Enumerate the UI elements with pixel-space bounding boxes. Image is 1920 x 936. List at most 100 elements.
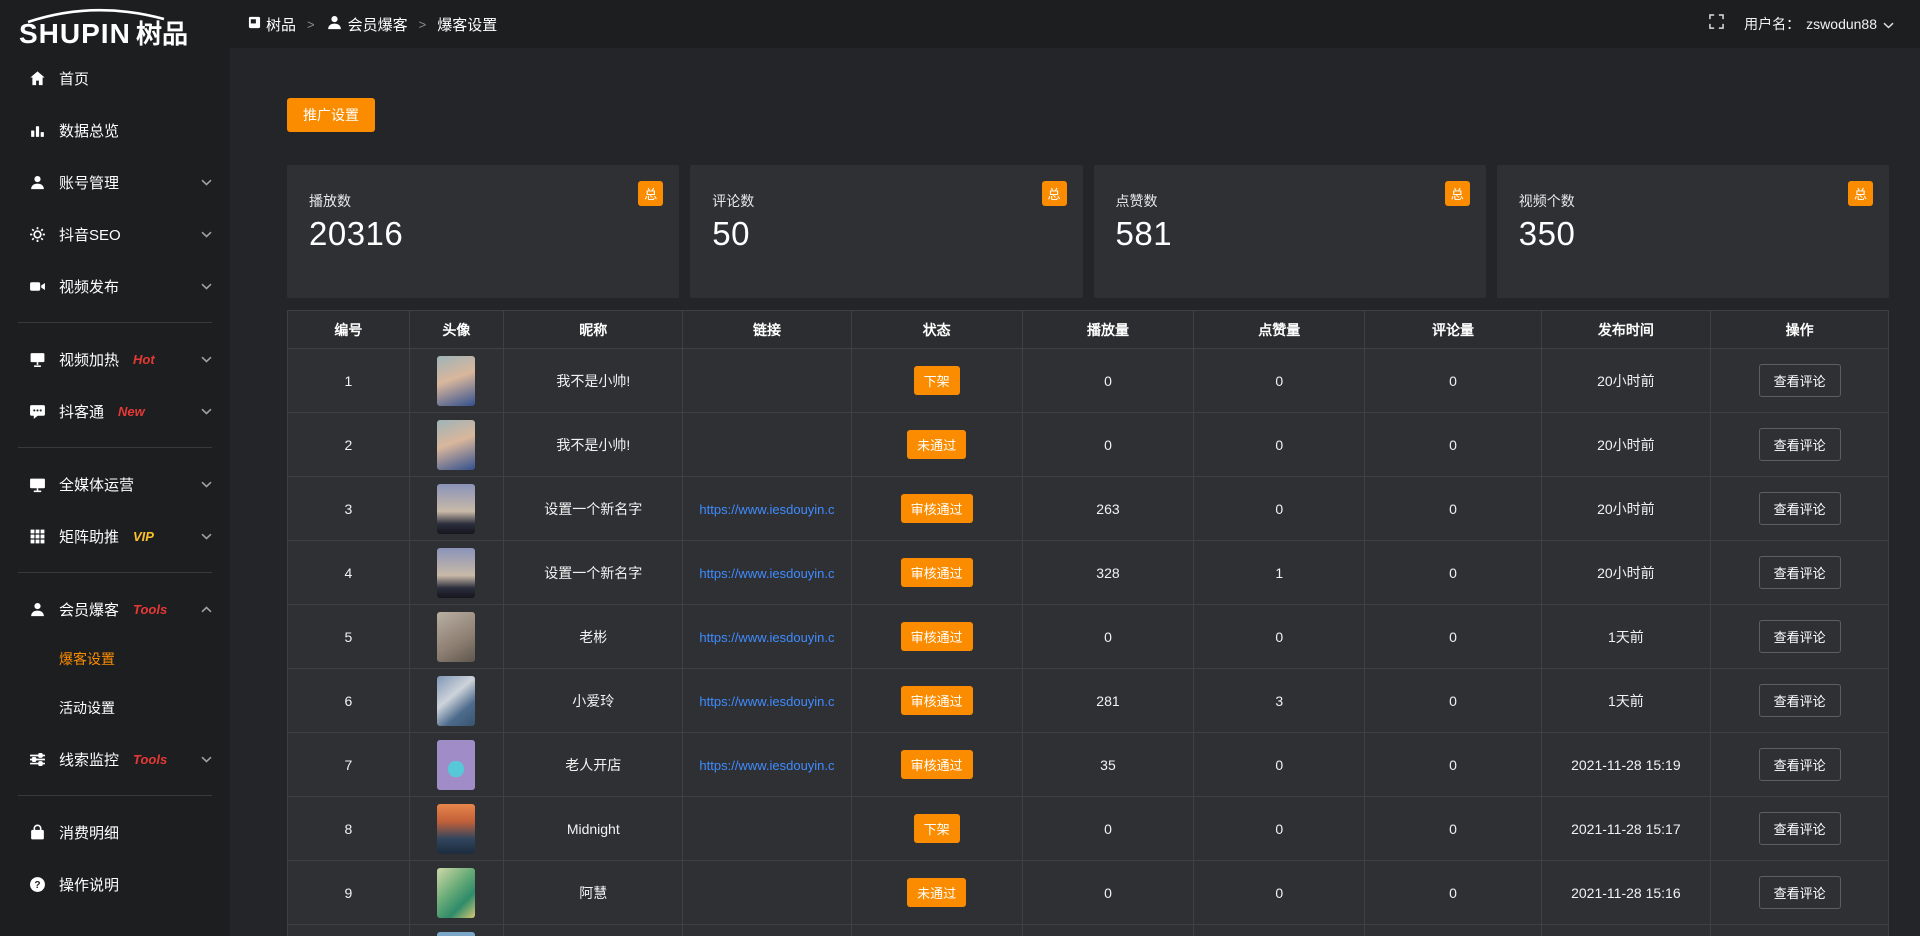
cell-id: 6 [287, 668, 410, 733]
table-row: 5 老彬 https://www.iesdouyin.c 审核通过 0 0 0 1天前 查看评论 [287, 604, 1889, 669]
avatar [437, 931, 476, 936]
video-table: 编号 头像 昵称 链接 状态 播放量 点赞量 评论量 发布时间 操作 1 我不是小帅! 下架 0 0 0 20… [287, 310, 1889, 936]
cell-comments: 0 [1364, 476, 1542, 541]
sidebar-item-账号管理[interactable]: 账号管理 [0, 156, 230, 208]
cell-comments: 0 [1364, 348, 1542, 413]
breadcrumb-item-会员爆客[interactable]: 会员爆客 [326, 14, 408, 35]
promo-settings-button[interactable]: 推广设置 [287, 98, 375, 132]
view-comments-button[interactable]: 查看评论 [1758, 876, 1841, 909]
cell-status: 审核通过 [850, 732, 1023, 797]
view-comments-button[interactable]: 查看评论 [1758, 620, 1841, 653]
cell-avatar [408, 348, 505, 413]
avatar [437, 547, 476, 598]
stat-label: 播放数 [309, 193, 351, 209]
sidebar-item-操作说明[interactable]: ? 操作说明 [0, 858, 230, 910]
cell-plays: 0 [1021, 604, 1195, 669]
sidebar-item-label: 抖音SEO [59, 226, 121, 244]
sidebar-subitem-爆客设置[interactable]: 爆客设置 [59, 651, 115, 667]
cell-plays: 0 [1021, 412, 1195, 477]
status-badge[interactable]: 审核通过 [900, 750, 973, 779]
sidebar-item-数据总览[interactable]: 数据总览 [0, 104, 230, 156]
cell-avatar [408, 412, 505, 477]
stat-value: 581 [1115, 215, 1173, 252]
cell-comments: 0 [1364, 668, 1542, 733]
total-badge: 总 [1041, 181, 1067, 206]
cell-nickname: 老人开店 [503, 732, 684, 797]
sidebar-item-首页[interactable]: 首页 [0, 52, 230, 104]
cell-publish-time: 20小时前 [1540, 540, 1712, 605]
cell-id: 7 [287, 732, 410, 797]
sidebar-item-会员爆客[interactable]: 会员爆客 Tools [0, 583, 230, 635]
cell-actions: 查看评论 [1710, 540, 1889, 605]
video-link[interactable]: https://www.iesdouyin.c [699, 501, 835, 517]
cell-comments: 0 [1364, 860, 1542, 925]
sidebar-item-线索监控[interactable]: 线索监控 Tools [0, 733, 230, 785]
sidebar-item-抖客通[interactable]: 抖客通 New [0, 385, 230, 437]
wallet-icon [28, 824, 46, 841]
avatar [437, 675, 476, 726]
user-icon [326, 14, 343, 35]
sidebar-item-视频加热[interactable]: 视频加热 Hot [0, 333, 230, 385]
view-comments-button[interactable]: 查看评论 [1758, 684, 1841, 717]
avatar [437, 867, 476, 918]
view-comments-button[interactable]: 查看评论 [1758, 748, 1841, 781]
column-header-发布时间: 发布时间 [1540, 310, 1712, 349]
breadcrumb-item-爆客设置[interactable]: 爆客设置 [437, 14, 497, 35]
sidebar-nav: 首页数据总览 账号管理抖音SEO 视频发布视频加热 Hot 抖客通 New 全媒体运营矩阵助… [0, 48, 230, 910]
question-icon: ? [28, 876, 46, 893]
column-header-编号: 编号 [287, 310, 410, 349]
screen-stand-icon [28, 351, 46, 368]
main-area: 树品 > 会员爆客 > 爆客设置 用户名： zswodun88 推广设置 播放数 20316… [230, 0, 1920, 936]
cell-link [682, 796, 852, 861]
cell-likes: 0 [1193, 348, 1366, 413]
sidebar-item-消费明细[interactable]: 消费明细 [0, 806, 230, 858]
sidebar-item-label: 矩阵助推 [59, 528, 120, 546]
view-comments-button[interactable]: 查看评论 [1758, 492, 1841, 525]
status-badge[interactable]: 下架 [913, 814, 960, 843]
sidebar-item-抖音SEO[interactable]: 抖音SEO [0, 208, 230, 260]
cell-id: 1 [287, 348, 410, 413]
cell-actions: 查看评论 [1710, 412, 1889, 477]
cell-publish-time: 20小时前 [1540, 348, 1712, 413]
column-header-链接: 链接 [682, 310, 852, 349]
video-link[interactable]: https://www.iesdouyin.c [699, 693, 835, 709]
view-comments-button[interactable]: 查看评论 [1758, 812, 1841, 845]
status-badge[interactable]: 审核通过 [900, 494, 973, 523]
chevron-down-icon [201, 179, 212, 186]
user-menu[interactable]: 用户名： zswodun88 [1744, 14, 1894, 34]
sidebar-item-label: 首页 [59, 70, 90, 88]
view-comments-button[interactable]: 查看评论 [1758, 556, 1841, 589]
status-badge[interactable]: 审核通过 [900, 558, 973, 587]
cell-status: 审核通过 [850, 476, 1023, 541]
cell-actions: 查看评论 [1710, 348, 1889, 413]
column-header-昵称: 昵称 [503, 310, 684, 349]
breadcrumb-item-树品[interactable]: 树品 [248, 14, 296, 35]
status-badge[interactable]: 未通过 [907, 430, 967, 459]
fullscreen-icon[interactable] [1709, 14, 1724, 34]
view-comments-button[interactable]: 查看评论 [1758, 364, 1841, 397]
stat-card-点赞数: 点赞数 581 总 [1093, 165, 1486, 298]
cell-avatar [408, 604, 505, 669]
sidebar-item-全媒体运营[interactable]: 全媒体运营 [0, 458, 230, 510]
status-badge[interactable]: 审核通过 [900, 622, 973, 651]
table-body: 1 我不是小帅! 下架 0 0 0 20小时前 查看评论 2 我不是小帅! 未通过 0 0 0 20小时前查… [287, 348, 1889, 936]
cell-link [682, 412, 852, 477]
status-badge[interactable]: 下架 [913, 366, 960, 395]
status-badge[interactable]: 审核通过 [900, 686, 973, 715]
status-badge[interactable]: 未通过 [907, 878, 967, 907]
view-comments-button[interactable]: 查看评论 [1758, 428, 1841, 461]
stat-value: 20316 [309, 215, 404, 252]
video-camera-icon [28, 278, 46, 295]
avatar [437, 419, 476, 470]
video-link[interactable]: https://www.iesdouyin.c [699, 757, 835, 773]
video-link[interactable]: https://www.iesdouyin.c [699, 629, 835, 645]
sidebar-item-视频发布[interactable]: 视频发布 [0, 260, 230, 312]
sidebar-item-label: 视频发布 [59, 278, 120, 296]
video-link[interactable]: https://www.iesdouyin.c [699, 565, 835, 581]
sidebar-item-矩阵助推[interactable]: 矩阵助推 VIP [0, 510, 230, 562]
sidebar-item-label: 全媒体运营 [59, 476, 135, 494]
cell-avatar [408, 540, 505, 605]
sidebar-item-badge: New [118, 403, 145, 419]
cell-actions: 查看评论 [1710, 860, 1889, 925]
sidebar-subitem-活动设置[interactable]: 活动设置 [59, 700, 115, 716]
